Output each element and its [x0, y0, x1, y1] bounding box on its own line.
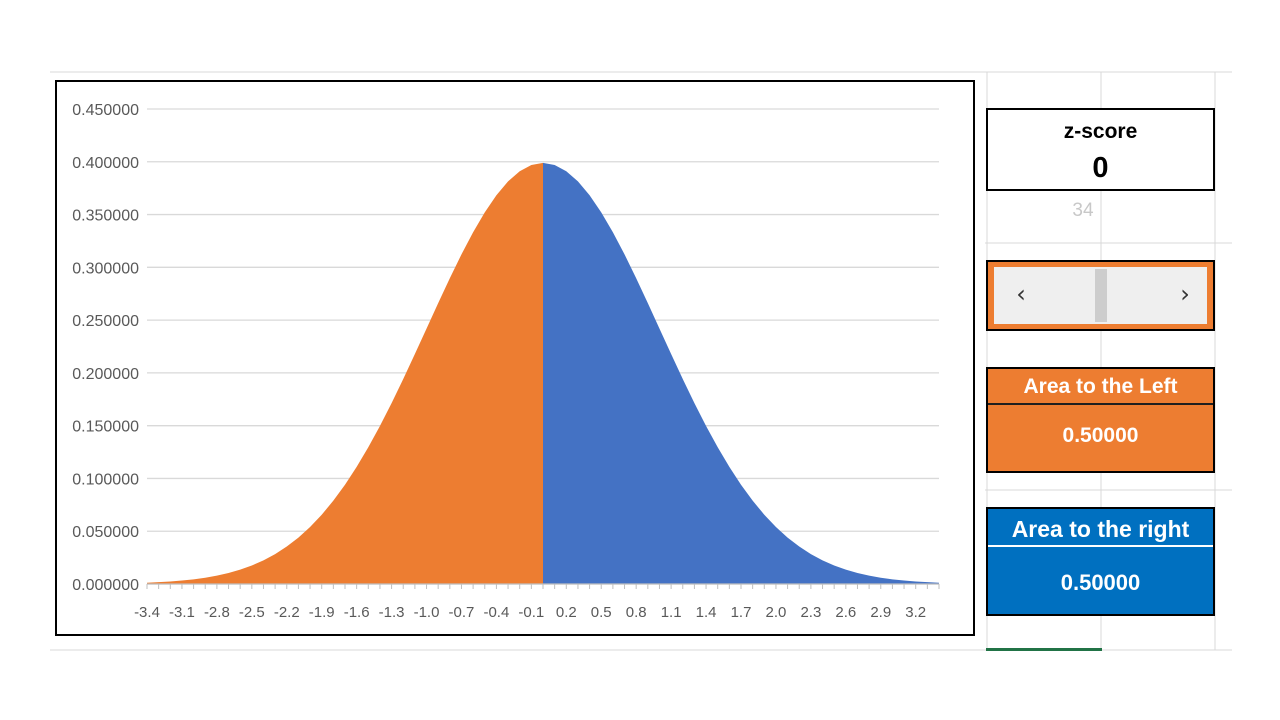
area-right-label: Area to the right — [988, 509, 1213, 547]
x-tick-label: 2.0 — [766, 604, 787, 621]
active-cell-indicator — [986, 648, 1102, 651]
x-tick-label: -0.7 — [449, 604, 475, 621]
y-tick-label: 0.300000 — [72, 260, 139, 277]
x-tick-label: -1.6 — [344, 604, 370, 621]
area-left-box: Area to the Left 0.50000 — [986, 367, 1215, 473]
x-tick-label: -0.1 — [518, 604, 544, 621]
area-right-box: Area to the right 0.50000 — [986, 507, 1215, 616]
normal-distribution-chart: 0.000000 0.050000 0.100000 0.150000 0.200000… — [55, 80, 975, 636]
y-tick-label: 0.350000 — [72, 208, 139, 225]
scroll-left-arrow-icon[interactable]: ‹ — [1016, 280, 1026, 308]
x-tick-label: 0.2 — [556, 604, 577, 621]
left-area — [147, 162, 543, 584]
area-right-value: 0.50000 — [1060, 570, 1141, 595]
y-tick-label: 0.450000 — [72, 102, 139, 119]
x-tick-label: -1.9 — [309, 604, 335, 621]
x-tick-label: 0.5 — [591, 604, 612, 621]
area-left-value: 0.50000 — [1062, 424, 1139, 447]
area-left-label: Area to the Left — [988, 369, 1213, 405]
y-tick-label: 0.200000 — [72, 366, 139, 383]
y-tick-label: 0.400000 — [72, 155, 139, 172]
scroll-right-arrow-icon[interactable]: › — [1180, 280, 1190, 308]
zscore-box: z-score 0 — [986, 108, 1215, 191]
y-tick-label: 0.050000 — [72, 524, 139, 541]
x-tick-label: 2.3 — [800, 604, 821, 621]
zscore-scrollbar-frame: ‹ › — [986, 260, 1215, 331]
x-tick-label: -0.4 — [483, 604, 509, 621]
right-area — [543, 162, 939, 584]
y-tick-label: 0.250000 — [72, 313, 139, 330]
x-tick-label: 3.2 — [905, 604, 926, 621]
scroll-thumb[interactable] — [1095, 269, 1107, 322]
x-tick-label: -3.4 — [134, 604, 160, 621]
zscore-scrollbar[interactable]: ‹ › — [994, 267, 1207, 324]
x-tick-label: -2.5 — [239, 604, 265, 621]
x-tick-label: 1.7 — [731, 604, 752, 621]
x-tick-label: -2.8 — [204, 604, 230, 621]
zscore-value: 0 — [1092, 152, 1109, 184]
x-tick-label: -1.3 — [379, 604, 405, 621]
x-tick-label: 0.8 — [626, 604, 647, 621]
y-tick-label: 0.100000 — [72, 471, 139, 488]
x-tick-label: 2.6 — [835, 604, 856, 621]
x-tick-label: 1.4 — [696, 604, 717, 621]
zscore-label: z-score — [1063, 120, 1138, 143]
x-tick-label: 2.9 — [870, 604, 891, 621]
x-tick-label: 1.1 — [661, 604, 682, 621]
y-tick-label: 0.000000 — [72, 577, 139, 594]
x-tick-label: -2.2 — [274, 604, 300, 621]
chart-plot: 0.000000 0.050000 0.100000 0.150000 0.200000… — [72, 102, 940, 621]
x-tick-label: -1.0 — [414, 604, 440, 621]
y-tick-label: 0.150000 — [72, 419, 139, 436]
x-tick-label: -3.1 — [169, 604, 195, 621]
linked-cell-value: 34 — [1072, 200, 1094, 221]
